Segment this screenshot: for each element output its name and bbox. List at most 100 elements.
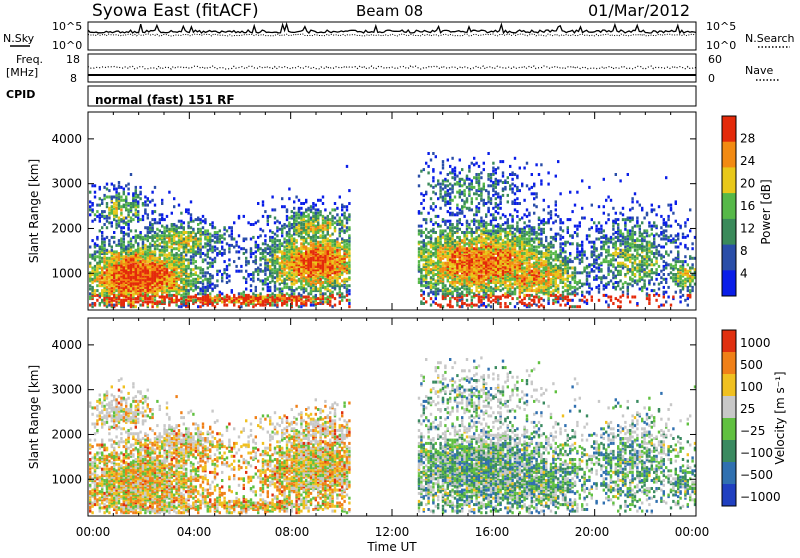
heatmap-cell [231,226,233,229]
heatmap-cell [334,284,336,287]
heatmap-cell [473,157,475,160]
heatmap-cell [435,205,437,208]
heatmap-cell [123,204,125,207]
heatmap-cell [319,213,321,216]
heatmap-cell [451,199,453,202]
heatmap-cell [255,255,257,258]
heatmap-cell [89,254,91,257]
heatmap-cell [161,217,163,220]
heatmap-cell [444,284,446,287]
heatmap-cell [286,300,288,303]
heatmap-cell [231,289,233,292]
heatmap-cell [495,186,497,189]
heatmap-cell [202,258,204,261]
heatmap-cell [127,183,129,186]
heatmap-cell [451,223,453,226]
heatmap-cell [130,246,132,249]
heatmap-cell [216,231,218,234]
heatmap-cell [442,167,444,170]
heatmap-cell [190,217,192,220]
heatmap-cell [492,242,494,245]
heatmap-cell [341,229,343,232]
heatmap-cell [478,188,480,191]
heatmap-cell [475,220,477,223]
heatmap-cell [106,202,108,205]
heatmap-cell [300,305,302,308]
heatmap-cell [221,273,223,276]
heatmap-cell [209,233,211,236]
heatmap-cell [115,207,117,210]
heatmap-cell [427,165,429,168]
heatmap-cell [255,221,257,224]
heatmap-cell [106,215,108,218]
heatmap-cell [499,207,501,210]
heatmap-cell [276,304,278,307]
heatmap-cell [267,283,269,286]
nsky-label: N.Sky [3,32,35,45]
heatmap-cell [183,238,185,241]
heatmap-cell [447,159,449,162]
heatmap-cell [346,278,348,281]
heatmap-cell [430,159,432,162]
heatmap-cell [137,217,139,220]
heatmap-cell [135,234,137,237]
heatmap-cell [286,283,288,286]
heatmap-cell [127,192,129,195]
heatmap-cell [322,300,324,303]
heatmap-cell [286,208,288,211]
heatmap-cell [487,229,489,232]
heatmap-cell [329,281,331,284]
heatmap-cell [115,300,117,303]
heatmap-cell [139,197,141,200]
heatmap-cell [283,249,285,252]
heatmap-cell [235,265,237,268]
heatmap-cell [449,192,451,195]
heatmap-cell [485,189,487,192]
heatmap-cell [166,265,168,268]
heatmap-cell [495,234,497,237]
heatmap-cell [267,262,269,265]
heatmap-cell [163,238,165,241]
heatmap-cell [161,225,163,228]
heatmap-cell [115,304,117,307]
heatmap-cell [185,268,187,271]
heatmap-cell [456,181,458,184]
heatmap-cell [147,297,149,300]
heatmap-cell [430,258,432,261]
heatmap-cell [298,213,300,216]
heatmap-cell [432,271,434,274]
heatmap-cell [161,273,163,276]
heatmap-cell [303,300,305,303]
heatmap-cell [101,299,103,302]
heatmap-cell [459,171,461,174]
heatmap-cell [183,296,185,299]
heatmap-cell [495,210,497,213]
heatmap-cell [135,239,137,242]
heatmap-cell [310,228,312,231]
heatmap-cell [274,281,276,284]
heatmap-cell [305,302,307,305]
heatmap-cell [204,246,206,249]
heatmap-cell [495,205,497,208]
heatmap-cell [264,239,266,242]
heatmap-cell [478,173,480,176]
heatmap-cell [447,226,449,229]
heatmap-cell [418,247,420,250]
heatmap-cell [228,244,230,247]
heatmap-cell [271,304,273,307]
heatmap-cell [113,304,115,307]
heatmap-cell [329,292,331,295]
heatmap-cell [461,184,463,187]
heatmap-cell [178,234,180,237]
heatmap-cell [471,197,473,200]
heatmap-cell [444,234,446,237]
heatmap-cell [221,292,223,295]
heatmap-cell [149,221,151,224]
heatmap-cell [113,196,115,199]
heatmap-cell [111,196,113,199]
heatmap-cell [329,212,331,215]
heatmap-cell [156,300,158,303]
heatmap-cell [286,225,288,228]
heatmap-cell [449,207,451,210]
